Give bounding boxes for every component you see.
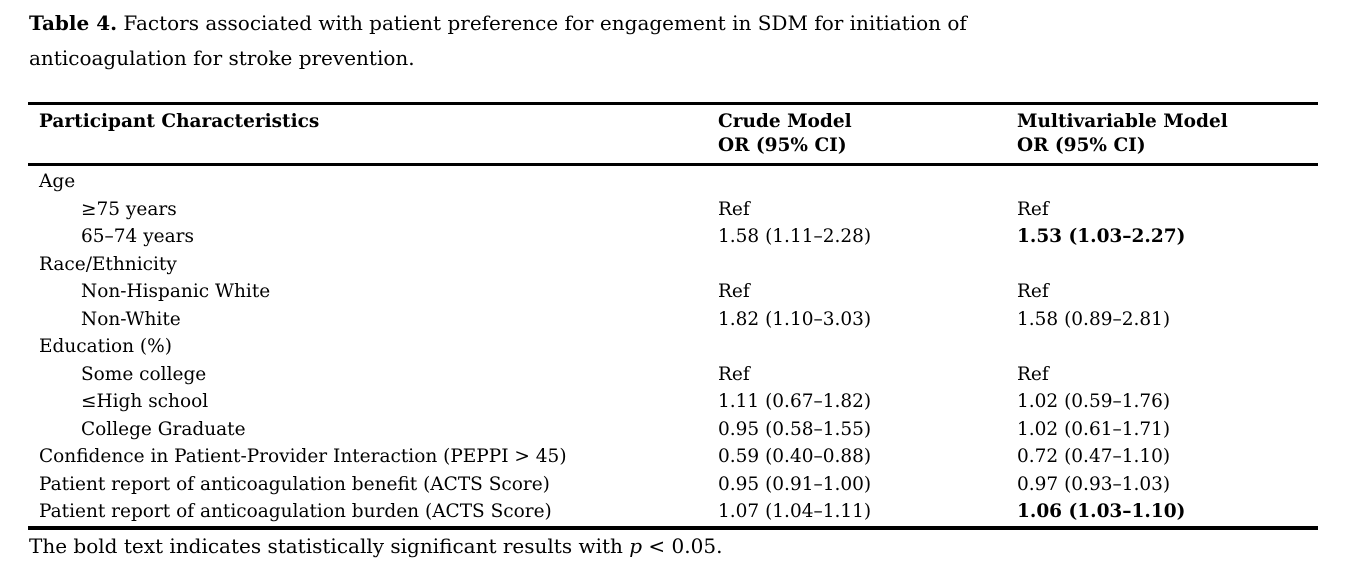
multivariable-model-value	[1017, 165, 1318, 196]
row-label: Education (%)	[39, 336, 172, 357]
table-caption-line1: Table 4. Factors associated with patient…	[29, 6, 1329, 41]
row-label: ≤High school	[81, 391, 209, 412]
row-label: Race/Ethnicity	[39, 253, 177, 275]
table-row: Non-Hispanic White Ref Ref	[28, 278, 1318, 306]
crude-model-value	[718, 251, 1017, 279]
multivariable-model-value: 1.02 (0.61–1.71)	[1017, 418, 1171, 440]
multivariable-model-value: Ref	[1017, 198, 1049, 220]
multivariable-model-value: 1.53 (1.03–2.27)	[1017, 226, 1186, 247]
table-row: ≤High school 1.11 (0.67–1.82) 1.02 (0.59–1…	[28, 388, 1318, 416]
crude-model-value: 1.07 (1.04–1.11)	[718, 501, 872, 522]
table-row: Some college Ref Ref	[28, 361, 1318, 389]
table-row: Non-White 1.82 (1.10–3.03) 1.58 (0.89–2.81…	[28, 306, 1318, 334]
multivariable-model-value: 0.72 (0.47–1.10)	[1017, 446, 1171, 467]
table-body: Age ≥75 years Ref Ref 65–74 years 1.58 (1.11–…	[28, 165, 1318, 528]
row-label: 65–74 years	[81, 226, 194, 247]
multivariable-model-value	[1017, 251, 1318, 279]
table-row: ≥75 years Ref Ref	[28, 196, 1318, 224]
table-row: Education (%)	[28, 333, 1318, 361]
column-header-participant-characteristics: Participant Characteristics	[28, 103, 718, 166]
table-caption: Table 4. Factors associated with patient…	[29, 6, 1329, 76]
crude-model-value: 1.82 (1.10–3.03)	[718, 308, 872, 330]
row-label: ≥75 years	[81, 198, 177, 220]
footnote-suffix: < 0.05.	[642, 534, 723, 558]
table-caption-text: Factors associated with patient preferen…	[117, 11, 967, 35]
crude-model-value: 1.58 (1.11–2.28)	[718, 226, 872, 247]
row-label: Some college	[81, 363, 207, 385]
header-subtext: OR (95% CI)	[718, 135, 847, 156]
header-text: Crude Model	[718, 111, 852, 132]
row-label: College Graduate	[81, 418, 246, 440]
significance-footnote: The bold text indicates statistically si…	[29, 531, 1329, 561]
row-label: Age	[39, 171, 76, 192]
p-value-symbol: p	[629, 534, 643, 558]
multivariable-model-value: Ref	[1017, 281, 1049, 302]
table-header: Participant Characteristics Crude Model O…	[28, 103, 1318, 166]
header-subtext: OR (95% CI)	[1017, 135, 1146, 156]
multivariable-model-value: 1.02 (0.59–1.76)	[1017, 391, 1171, 412]
table-row: College Graduate 0.95 (0.58–1.55) 1.02 (0.…	[28, 416, 1318, 444]
crude-model-value: Ref	[718, 281, 750, 302]
crude-model-value	[718, 165, 1017, 196]
column-header-multivariable-model: Multivariable Model OR (95% CI)	[1017, 103, 1318, 166]
header-text: Participant Characteristics	[39, 111, 320, 132]
table-row: 65–74 years 1.58 (1.11–2.28) 1.53 (1.03–2.…	[28, 223, 1318, 251]
crude-model-value: 0.59 (0.40–0.88)	[718, 446, 872, 467]
results-table: Participant Characteristics Crude Model O…	[28, 102, 1318, 530]
crude-model-value: Ref	[718, 363, 750, 385]
table-row: Patient report of anticoagulation burden…	[28, 498, 1318, 528]
row-label: Confidence in Patient-Provider Interacti…	[39, 446, 567, 467]
row-label: Patient report of anticoagulation benefi…	[39, 473, 550, 495]
crude-model-value: 1.11 (0.67–1.82)	[718, 391, 872, 412]
crude-model-value: Ref	[718, 198, 750, 220]
header-text: Multivariable Model	[1017, 111, 1228, 132]
multivariable-model-value: 1.58 (0.89–2.81)	[1017, 308, 1171, 330]
header-row: Participant Characteristics Crude Model O…	[28, 103, 1318, 166]
table-row: Age	[28, 165, 1318, 196]
table-row: Confidence in Patient-Provider Interacti…	[28, 443, 1318, 471]
row-label: Patient report of anticoagulation burden…	[39, 501, 552, 522]
table-caption-label: Table 4.	[29, 11, 118, 35]
multivariable-model-value	[1017, 333, 1318, 361]
crude-model-value: 0.95 (0.58–1.55)	[718, 418, 872, 440]
multivariable-model-value: 1.06 (1.03–1.10)	[1017, 501, 1186, 522]
crude-model-value: 0.95 (0.91–1.00)	[718, 473, 872, 495]
multivariable-model-value: Ref	[1017, 363, 1049, 385]
table-caption-line2: anticoagulation for stroke prevention.	[29, 46, 415, 70]
column-header-crude-model: Crude Model OR (95% CI)	[718, 103, 1017, 166]
table-row: Race/Ethnicity	[28, 251, 1318, 279]
crude-model-value	[718, 333, 1017, 361]
footnote-prefix: The bold text indicates statistically si…	[29, 534, 630, 558]
row-label: Non-Hispanic White	[81, 281, 271, 302]
table-row: Patient report of anticoagulation benefi…	[28, 471, 1318, 499]
row-label: Non-White	[81, 308, 181, 330]
multivariable-model-value: 0.97 (0.93–1.03)	[1017, 473, 1171, 495]
